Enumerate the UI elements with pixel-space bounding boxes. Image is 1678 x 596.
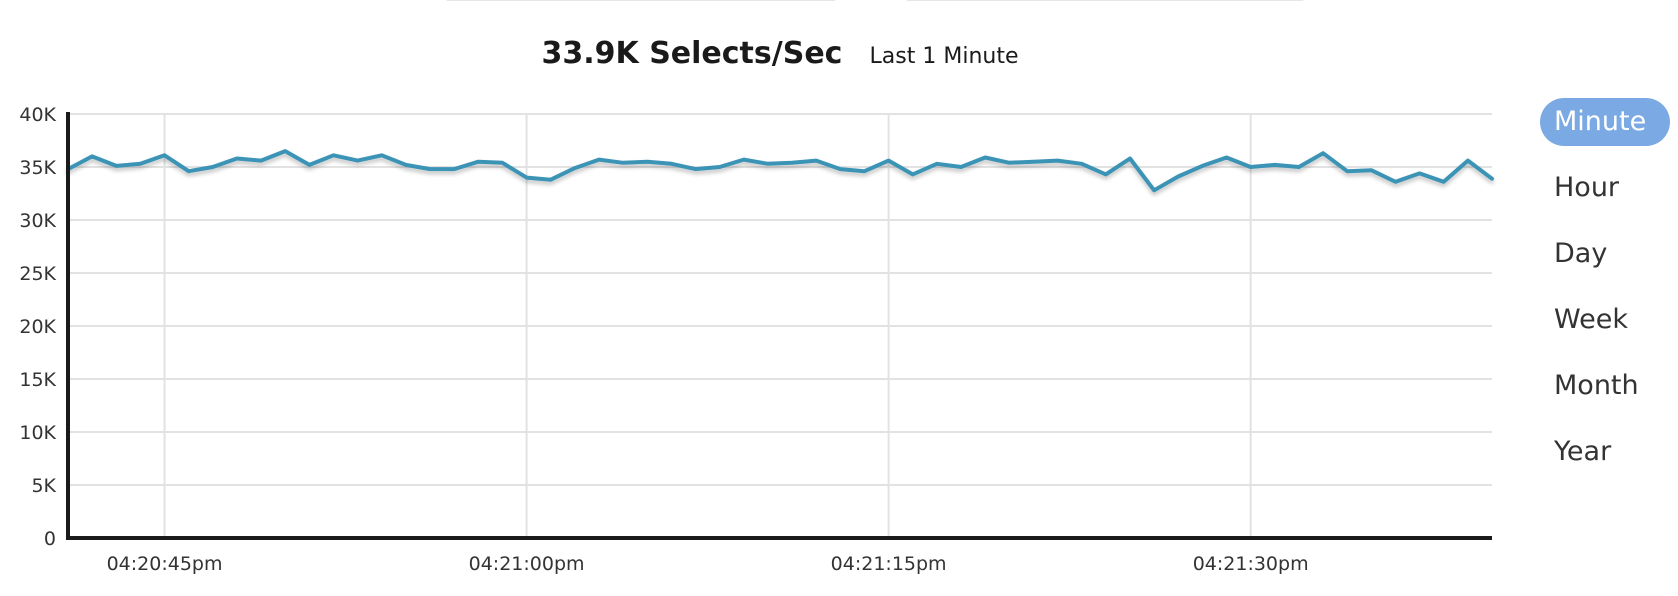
y-tick-label: 0 [44,528,56,550]
series-layer [66,149,1494,193]
y-tick-label: 5K [31,475,56,497]
y-tick-label: 30K [19,210,56,232]
horizontal-gridlines [68,113,1492,486]
x-tick-label: 04:21:30pm [1193,553,1309,575]
range-week-button[interactable]: Week [1554,304,1628,335]
series-line [66,149,1494,193]
x-axis-ticks: 04:20:45pm 04:21:00pm 04:21:15pm 04:21:30pm [107,553,1309,575]
y-tick-label: 10K [19,422,56,444]
x-tick-label: 04:21:15pm [831,553,947,575]
range-day-button[interactable]: Day [1554,238,1608,269]
metric-value: 33.9K Selects/Sec [541,36,843,71]
vertical-gridlines [163,114,1252,538]
range-hour-button[interactable]: Hour [1554,172,1620,203]
x-tick-label: 04:21:00pm [469,553,585,575]
range-month-button[interactable]: Month [1554,370,1639,401]
y-tick-label: 15K [19,369,56,391]
range-year-button[interactable]: Year [1554,436,1612,467]
chart-heading: 33.9K Selects/Sec Last 1 Minute [0,36,1560,71]
y-tick-label: 20K [19,316,56,338]
range-selector: Minute Hour Day Week Month Year [1540,98,1670,494]
y-tick-label: 35K [19,157,56,179]
x-tick-label: 04:20:45pm [107,553,223,575]
top-tab-right[interactable] [906,0,1304,1]
y-axis-ticks: 0 5K 10K 15K 20K 25K 30K 35K 40K [19,104,56,550]
range-minute-button[interactable]: Minute [1540,98,1670,146]
y-tick-label: 40K [19,104,56,126]
selects-per-sec-chart: 0 5K 10K 15K 20K 25K 30K 35K 40K 04:20:45pm 04:21… [19,104,1494,575]
y-tick-label: 25K [19,263,56,285]
top-tab-left[interactable] [446,0,836,1]
period-label: Last 1 Minute [869,44,1019,69]
